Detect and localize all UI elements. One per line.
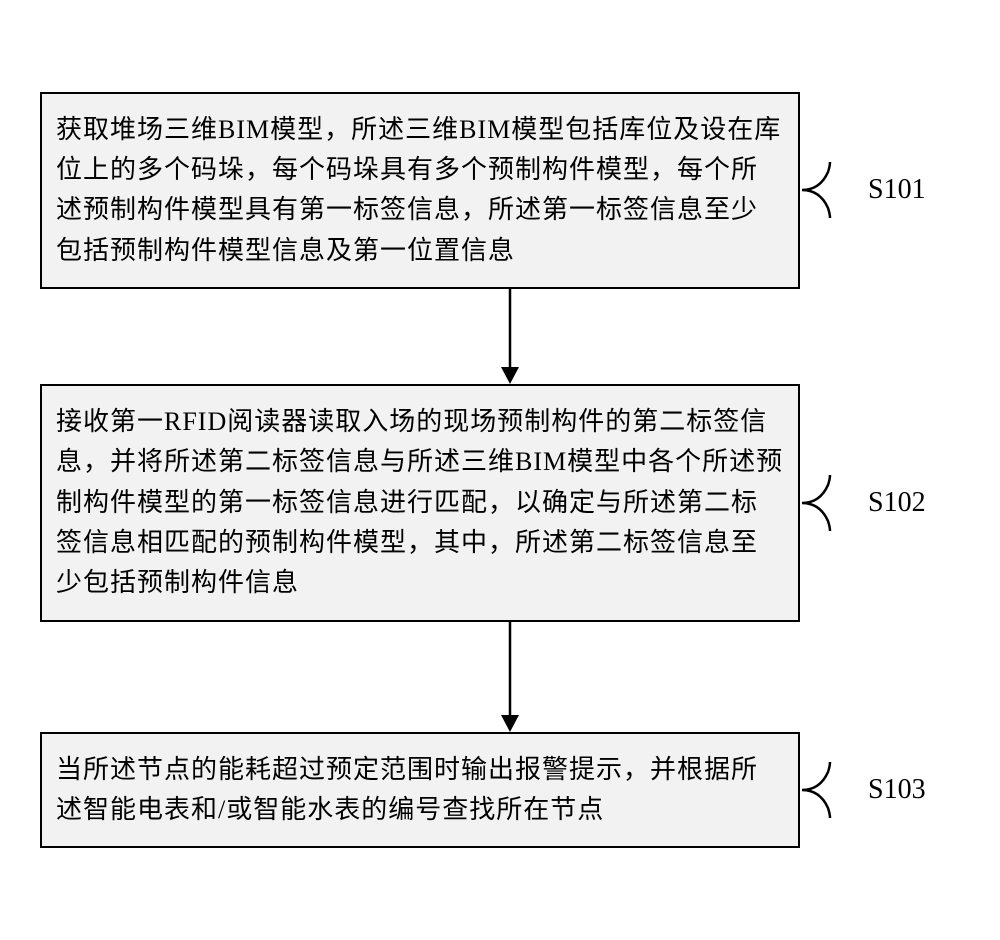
arrow-icon [490, 622, 530, 732]
step-label-s101: S101 [868, 174, 926, 206]
arrow-container-2 [130, 622, 890, 732]
step-label-s103: S103 [868, 774, 926, 806]
step-row-s102: 接收第一RFID阅读器读取入场的现场预制构件的第二标签信息，并将所述第二标签信息… [20, 384, 980, 621]
arrow-icon [490, 289, 530, 384]
step-row-s103: 当所述节点的能耗超过预定范围时输出报警提示，并根据所述智能电表和/或智能水表的编… [20, 732, 980, 849]
bracket-icon [800, 160, 860, 220]
step-label-area-s103: S103 [800, 760, 926, 820]
step-row-s101: 获取堆场三维BIM模型，所述三维BIM模型包括库位及设在库位上的多个码垛，每个码… [20, 92, 980, 289]
step-box-s103: 当所述节点的能耗超过预定范围时输出报警提示，并根据所述智能电表和/或智能水表的编… [40, 732, 800, 849]
step-label-area-s101: S101 [800, 160, 926, 220]
arrow-container-1 [130, 289, 890, 384]
step-label-area-s102: S102 [800, 473, 926, 533]
step-label-s102: S102 [868, 487, 926, 519]
flowchart-container: 获取堆场三维BIM模型，所述三维BIM模型包括库位及设在库位上的多个码垛，每个码… [0, 62, 1000, 878]
step-box-s101: 获取堆场三维BIM模型，所述三维BIM模型包括库位及设在库位上的多个码垛，每个码… [40, 92, 800, 289]
bracket-icon [800, 473, 860, 533]
bracket-icon [800, 760, 860, 820]
step-box-s102: 接收第一RFID阅读器读取入场的现场预制构件的第二标签信息，并将所述第二标签信息… [40, 384, 800, 621]
